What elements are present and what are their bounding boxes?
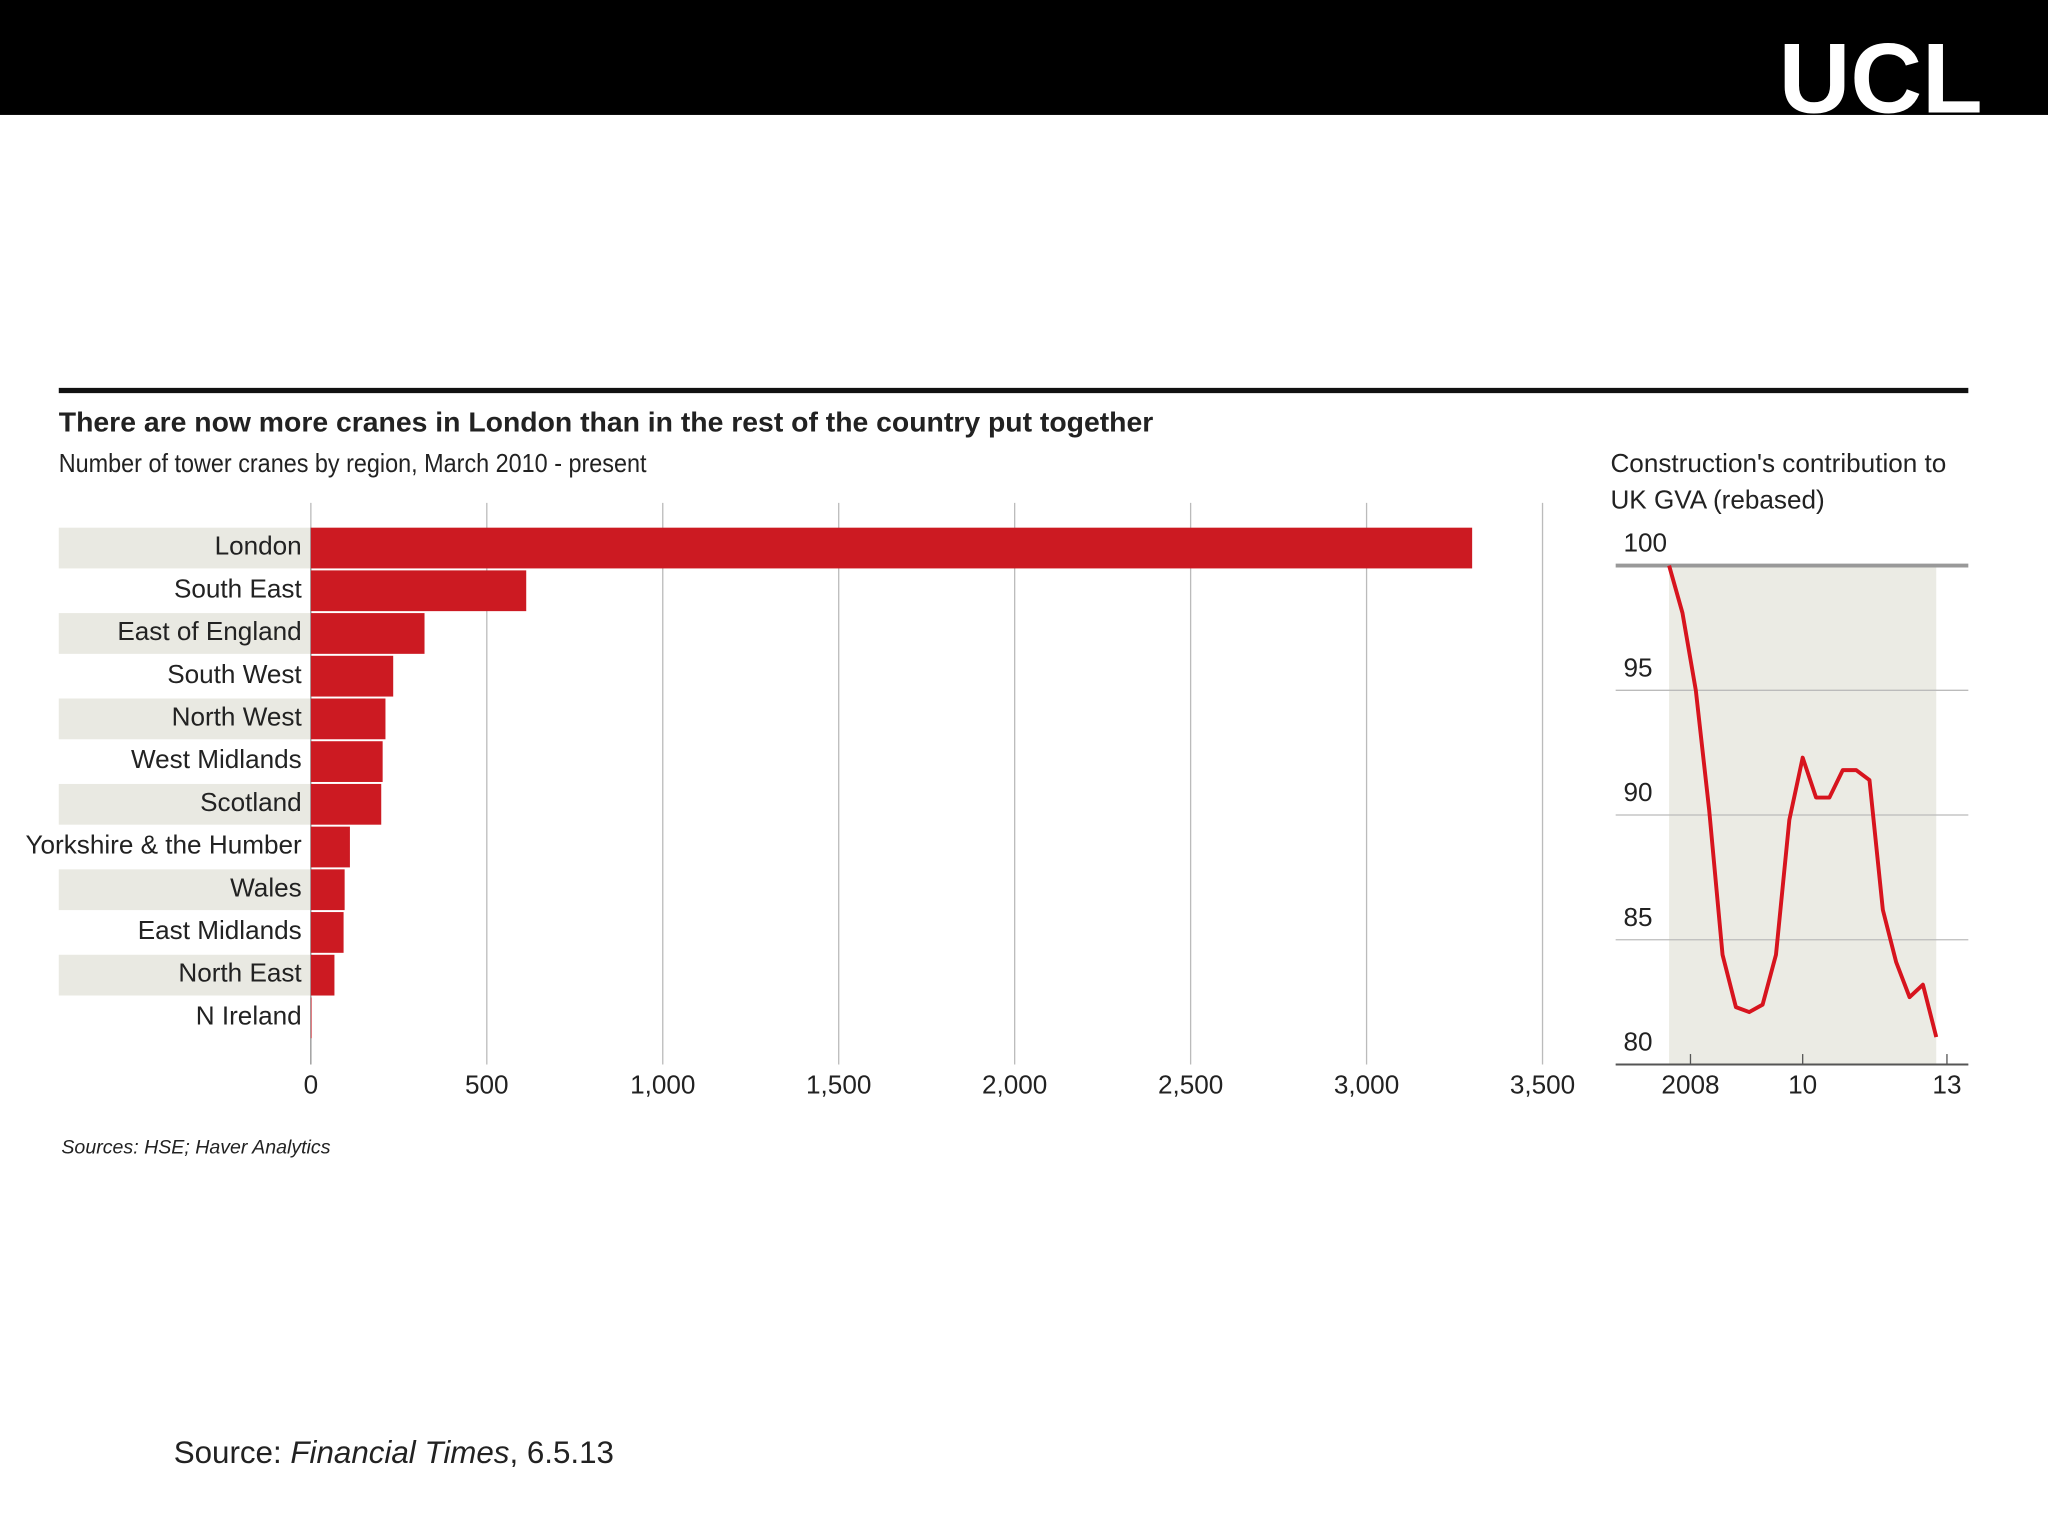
bar — [310, 997, 312, 1039]
chart-title: There are now more cranes in London than… — [59, 407, 1154, 438]
row-band — [58, 954, 311, 996]
chart-source: Sources: HSE; Haver Analytics — [61, 1136, 330, 1158]
y-tick-label: West Midlands — [131, 744, 302, 774]
chart-title: Construction's contribution to — [1610, 448, 1946, 478]
x-tick-label: 2008 — [1661, 1070, 1719, 1100]
x-tick-label: 2,000 — [982, 1070, 1047, 1100]
bar — [310, 527, 1473, 569]
bar — [310, 655, 394, 697]
y-tick-label: Scotland — [200, 787, 302, 817]
logo: UCL — [1779, 23, 1983, 134]
y-tick-label: Wales — [230, 872, 302, 902]
bar — [310, 613, 425, 654]
y-tick-label: 90 — [1624, 777, 1653, 807]
y-tick-label: South East — [174, 573, 302, 603]
x-tick-label: 500 — [465, 1070, 509, 1100]
x-tick-label: 1,500 — [806, 1070, 871, 1100]
y-tick-label: 80 — [1624, 1026, 1653, 1056]
y-tick-label: South West — [167, 659, 302, 689]
x-tick-label: 1,000 — [630, 1070, 695, 1100]
bar — [310, 783, 382, 825]
row-band — [58, 783, 311, 825]
y-tick-label: North East — [178, 958, 302, 988]
source-date: , 6.5.13 — [509, 1435, 614, 1470]
line-series — [1667, 565, 1939, 1038]
y-tick-label: London — [215, 531, 302, 561]
y-tick-label: 95 — [1624, 652, 1653, 682]
x-tick-label: 10 — [1788, 1070, 1817, 1100]
chart-subtitle: Number of tower cranes by region, March … — [59, 448, 647, 478]
x-tick-label: 0 — [304, 1070, 319, 1100]
y-tick-label: North West — [172, 701, 303, 731]
x-tick-label: 2,500 — [1158, 1070, 1223, 1100]
bar — [310, 954, 335, 996]
row-band — [58, 698, 311, 740]
bar — [310, 826, 350, 868]
x-tick-label: 13 — [1932, 1070, 1961, 1100]
y-tick-label: 85 — [1624, 902, 1653, 932]
source-prefix: Source: — [174, 1435, 291, 1470]
source-publication: Financial Times — [290, 1435, 509, 1470]
bar — [310, 912, 344, 953]
row-band — [58, 527, 311, 569]
slide-source: Source: Financial Times, 6.5.13 — [174, 1435, 614, 1470]
y-tick-label: East Midlands — [138, 915, 302, 945]
row-band — [58, 869, 311, 911]
bar — [310, 741, 383, 782]
y-tick-label: N Ireland — [196, 1000, 302, 1030]
x-tick-label: 3,000 — [1334, 1070, 1399, 1100]
chart-title: UK GVA (rebased) — [1610, 484, 1824, 514]
y-tick-label: 100 — [1624, 528, 1668, 558]
y-tick-label: East of England — [117, 616, 301, 646]
y-tick-label: Yorkshire & the Humber — [25, 830, 302, 860]
bar — [310, 570, 527, 612]
row-band — [58, 613, 311, 654]
x-tick-label: 3,500 — [1510, 1070, 1575, 1100]
bar — [310, 869, 345, 911]
header-bar — [0, 0, 2048, 115]
bar — [310, 698, 386, 740]
